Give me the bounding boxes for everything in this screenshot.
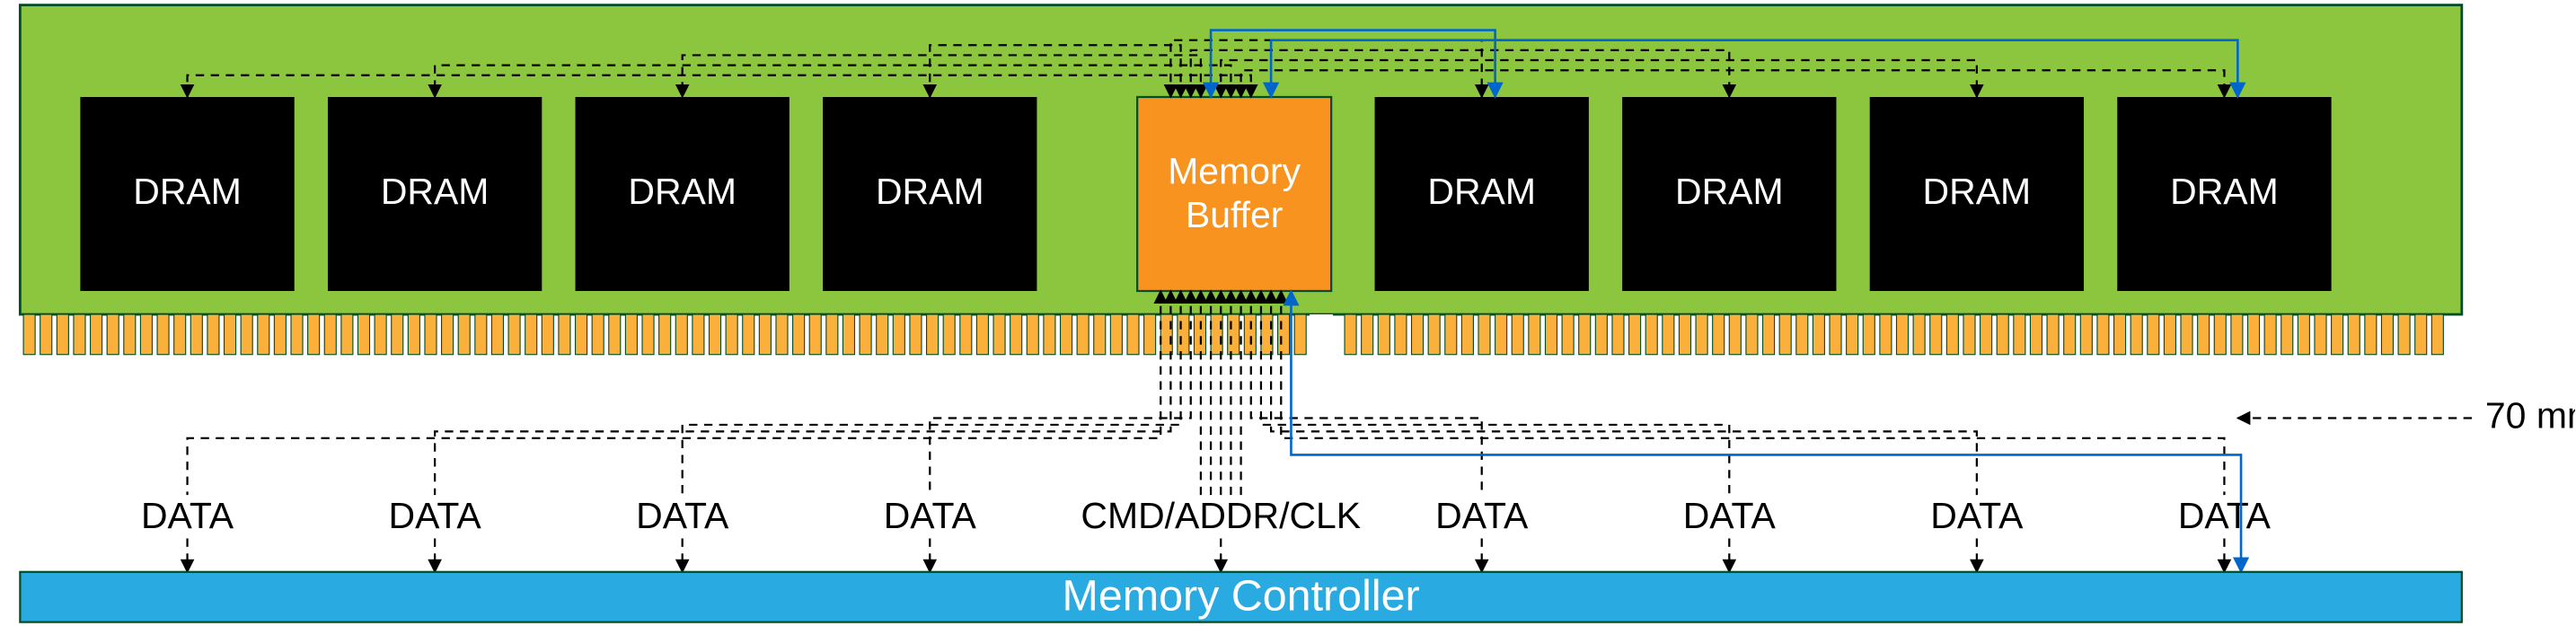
data-label: DATA: [1930, 495, 2024, 536]
edge-connector: [23, 314, 2443, 355]
svg-text:DRAM: DRAM: [133, 171, 242, 212]
data-label: DATA: [389, 495, 482, 536]
svg-text:DRAM: DRAM: [1427, 171, 1536, 212]
data-label: DATA: [2178, 495, 2272, 536]
data-label: DATA: [636, 495, 729, 536]
data-label: DATA: [1435, 495, 1529, 536]
memory-controller-label: Memory Controller: [1063, 571, 1420, 620]
data-label: DATA: [1683, 495, 1777, 536]
trace-length-note: 70 mm trace Length: [2485, 394, 2576, 436]
data-label: DATA: [884, 495, 977, 536]
svg-text:DRAM: DRAM: [1675, 171, 1784, 212]
svg-text:DRAM: DRAM: [628, 171, 737, 212]
svg-text:Memory: Memory: [1168, 150, 1301, 191]
svg-text:Buffer: Buffer: [1186, 194, 1284, 235]
svg-text:DRAM: DRAM: [381, 171, 490, 212]
svg-text:DRAM: DRAM: [876, 171, 984, 212]
data-label: DATA: [141, 495, 234, 536]
svg-text:DRAM: DRAM: [1923, 171, 2032, 212]
cmd-label: CMD/ADDR/CLK: [1081, 495, 1361, 536]
svg-text:DRAM: DRAM: [2170, 171, 2279, 212]
